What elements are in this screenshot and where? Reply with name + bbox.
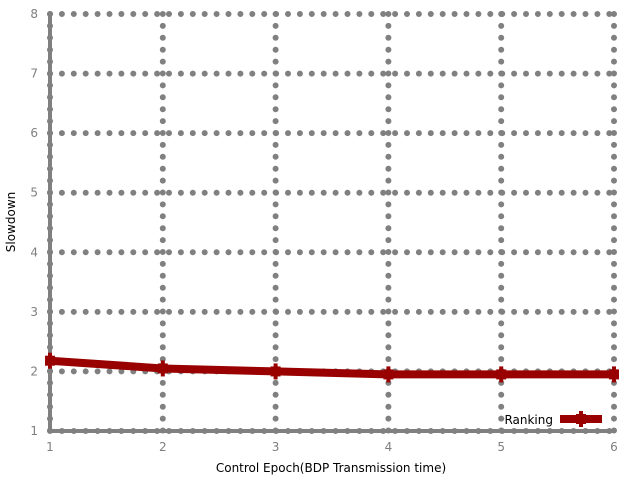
y-tick-5: 5 — [30, 186, 38, 200]
x-tick-1: 1 — [46, 440, 54, 454]
x-tick-3: 3 — [272, 440, 280, 454]
y-tick-1: 1 — [30, 424, 38, 438]
y-axis-label: Slowdown — [4, 192, 18, 253]
x-tick-6: 6 — [610, 440, 618, 454]
data-point-ranking-4 — [383, 366, 394, 383]
x-tick-labels: 1 2 3 4 5 6 — [46, 440, 618, 454]
y-tick-labels: 1 2 3 4 5 6 7 8 — [30, 7, 38, 438]
data-point-ranking-1 — [45, 352, 55, 369]
y-tick-7: 7 — [30, 67, 38, 81]
y-tick-8: 8 — [30, 7, 38, 21]
series-layer — [45, 352, 619, 383]
x-tick-2: 2 — [159, 440, 167, 454]
x-axis-label: Control Epoch(BDP Transmission time) — [216, 461, 446, 475]
series-line-ranking — [49, 356, 614, 379]
y-tick-4: 4 — [30, 245, 38, 259]
legend: Ranking — [504, 411, 602, 427]
y-tick-2: 2 — [30, 364, 38, 378]
y-tick-6: 6 — [30, 126, 38, 140]
legend-swatch-ranking — [560, 411, 602, 427]
y-tick-3: 3 — [30, 305, 38, 319]
data-point-ranking-3 — [270, 363, 281, 380]
x-tick-4: 4 — [385, 440, 393, 454]
legend-label-ranking: Ranking — [504, 413, 553, 427]
data-point-ranking-2 — [157, 360, 168, 377]
data-point-ranking-5 — [496, 366, 507, 383]
data-point-ranking-6 — [609, 366, 619, 383]
x-tick-5: 5 — [497, 440, 505, 454]
